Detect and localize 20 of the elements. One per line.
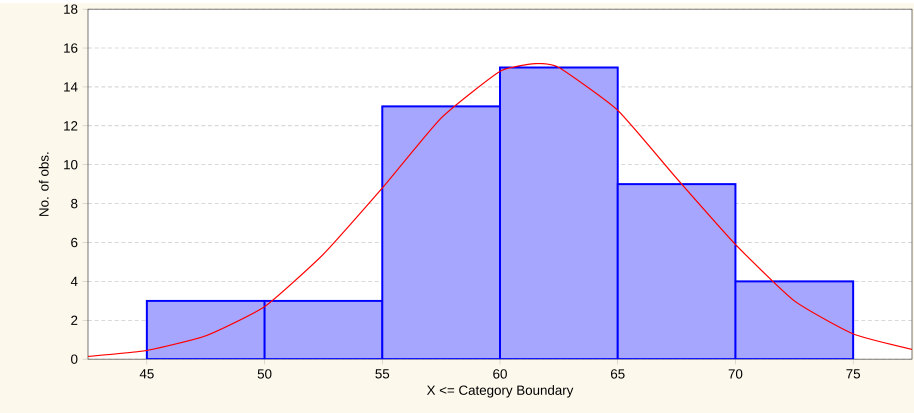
x-tick-label: 45	[140, 369, 154, 378]
y-tick-label: 2	[71, 316, 78, 325]
y-tick-label: 12	[64, 121, 78, 130]
x-tick-label: 60	[493, 369, 507, 379]
line-series	[88, 62, 912, 357]
y-tick-label: 8	[71, 198, 78, 208]
x-tick-label: 75	[846, 369, 860, 378]
y-tick-label: 18	[64, 4, 78, 14]
y-tick-label: 14	[64, 82, 78, 92]
y-tick-label: 10	[64, 160, 78, 170]
x-tick-label: 50	[258, 369, 272, 379]
y-tick-label: 0	[71, 354, 78, 364]
y-axis-title: No. of obs.	[38, 152, 49, 216]
y-tick-label: 4	[70, 276, 78, 286]
y-tick-label: 6	[71, 238, 78, 248]
x-axis-title: X <= Category Boundary	[426, 385, 574, 398]
x-tick-label: 70	[728, 369, 742, 379]
x-tick-label: 55	[375, 369, 390, 378]
x-tick-label: 65	[610, 369, 625, 379]
y-tick-label: 16	[64, 43, 78, 53]
